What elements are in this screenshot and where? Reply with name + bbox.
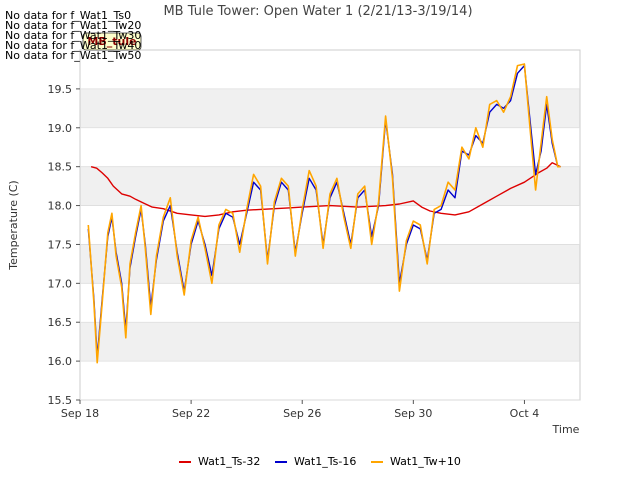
x-tick-label: Oct 4 bbox=[510, 407, 540, 420]
series-line-wat1-tw-10 bbox=[87, 63, 561, 364]
y-tick-label: 16.5 bbox=[48, 316, 73, 329]
chart-title: MB Tule Tower: Open Water 1 (2/21/13-3/1… bbox=[163, 4, 472, 19]
background-band bbox=[80, 244, 580, 284]
series-line-wat1-ts-32 bbox=[90, 162, 561, 218]
y-tick-label: 18.0 bbox=[48, 200, 73, 213]
badge-box bbox=[82, 32, 142, 51]
y-tick-label: 17.5 bbox=[48, 238, 73, 251]
badge: MB_tule bbox=[82, 32, 142, 51]
y-axis-label: Temperature (C) bbox=[7, 180, 20, 270]
no-data-message: No data for f_Wat1_Tw50 bbox=[5, 49, 141, 62]
background-bands bbox=[80, 88, 580, 362]
x-tick-label: Sep 26 bbox=[283, 407, 321, 420]
x-axis-label: Time bbox=[552, 423, 580, 436]
legend: Wat1_Ts-32 Wat1_Ts-16 Wat1_Tw+10 bbox=[179, 455, 461, 468]
y-tick-label: 15.5 bbox=[48, 394, 73, 407]
no-data-message: No data for f_Wat1_Tw40 bbox=[5, 39, 141, 52]
y-tick-label: 16.0 bbox=[48, 355, 73, 368]
badge-label: MB_tule bbox=[87, 35, 136, 48]
y-axis: 15.5 16.0 16.5 17.0 17.5 18.0 18.5 19.0 19.5 bbox=[48, 83, 580, 407]
legend-label-tw10: Wat1_Tw+10 bbox=[390, 455, 461, 468]
legend-label-ts32: Wat1_Ts-32 bbox=[198, 455, 260, 468]
no-data-messages: No data for f_Wat1_Ts0 No data for f_Wat… bbox=[5, 9, 141, 62]
legend-label-ts16: Wat1_Ts-16 bbox=[294, 455, 356, 468]
series-lines bbox=[87, 63, 561, 364]
x-tick-label: Sep 22 bbox=[172, 407, 210, 420]
y-tick-label: 19.5 bbox=[48, 83, 73, 96]
y-tick-label: 19.0 bbox=[48, 122, 73, 135]
x-tick-label: Sep 30 bbox=[394, 407, 432, 420]
x-axis: Sep 18 Sep 22 Sep 26 Sep 30 Oct 4 bbox=[61, 400, 539, 420]
background-band bbox=[80, 322, 580, 362]
no-data-message: No data for f_Wat1_Ts0 bbox=[5, 9, 131, 22]
no-data-message: No data for f_Wat1_Tw20 bbox=[5, 19, 141, 32]
y-tick-label: 17.0 bbox=[48, 277, 73, 290]
no-data-message: No data for f_Wat1_Tw30 bbox=[5, 29, 141, 42]
background-band bbox=[80, 88, 580, 128]
x-tick-label: Sep 18 bbox=[61, 407, 99, 420]
y-tick-label: 18.5 bbox=[48, 161, 73, 174]
